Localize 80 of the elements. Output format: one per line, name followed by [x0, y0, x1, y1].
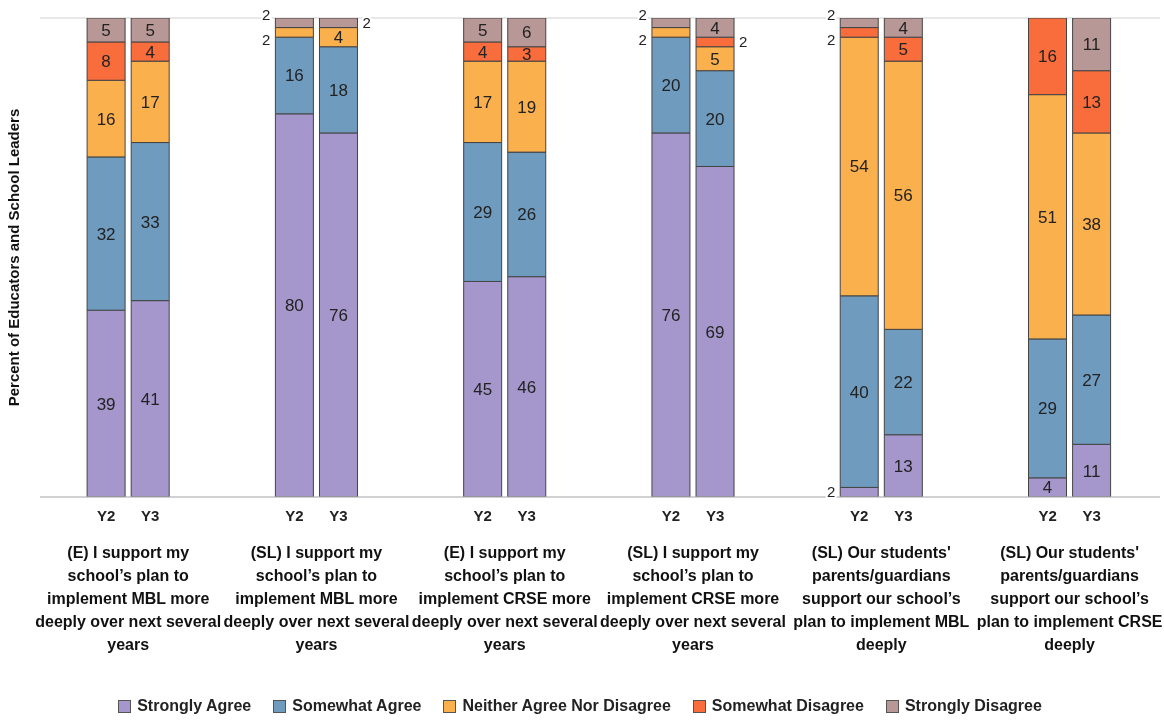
- data-label: 29: [473, 202, 493, 222]
- text: (E) I support my school’s plan to implement CRSE more deeply over next several years: [410, 543, 599, 655]
- data-label: 54: [849, 157, 869, 177]
- data-label: 51: [1038, 207, 1057, 227]
- data-label: 18: [329, 80, 348, 100]
- data-label: 22: [893, 373, 913, 393]
- data-label: 16: [284, 66, 304, 86]
- data-label: 20: [661, 76, 681, 96]
- data-label: 13: [1082, 92, 1102, 112]
- data-label: 4: [710, 18, 720, 38]
- data-label: 17: [473, 92, 493, 112]
- legend-label: Somewhat Disagree: [710, 697, 864, 715]
- legend-label: Strongly Disagree: [903, 697, 1042, 715]
- data-label: 6: [522, 23, 532, 43]
- text: (SL) I support my school’s plan to implement MBL more deeply over next several years: [222, 543, 411, 655]
- data-label: 38: [1082, 214, 1102, 234]
- data-label: 41: [140, 389, 160, 409]
- data-label: 2: [826, 5, 836, 23]
- data-label: 4: [145, 42, 155, 62]
- data-label: 4: [333, 28, 344, 48]
- x-tick-label: Y3: [894, 507, 913, 524]
- x-tick-label: Y2: [96, 507, 116, 524]
- data-label: 33: [140, 212, 160, 232]
- data-label: 13: [893, 456, 913, 476]
- data-label: 39: [96, 394, 116, 414]
- data-label: 8: [101, 52, 111, 72]
- x-tick-label: Y2: [850, 507, 869, 524]
- data-label: 32: [96, 224, 116, 244]
- data-label: 4: [1042, 478, 1053, 498]
- data-label: 5: [898, 40, 909, 60]
- data-label: 11: [1082, 35, 1101, 55]
- data-label: 5: [710, 49, 720, 69]
- y-axis-title: Percent of Educators and School Leaders: [5, 108, 23, 407]
- data-label: 56: [893, 186, 913, 206]
- data-label: 2: [826, 483, 836, 501]
- legend-label: Neither Agree Nor Disagree: [461, 697, 671, 715]
- x-tick-label: Y2: [473, 507, 492, 524]
- data-label: 46: [517, 377, 537, 397]
- data-label: 2: [826, 31, 836, 49]
- data-label: 16: [96, 109, 116, 129]
- text: (SL) I support my school’s plan to implement CRSE more deeply over next several years: [599, 543, 787, 655]
- x-tick-label: Y3: [329, 507, 348, 524]
- data-label: 2: [362, 13, 371, 31]
- data-label: 16: [1038, 47, 1057, 67]
- x-tick-label: Y3: [517, 507, 536, 524]
- text: (SL) Our students' parents/guardians support our school’s plan to implement CRSE deeply: [975, 543, 1164, 655]
- legend-label: Strongly Agree: [136, 697, 252, 715]
- data-label: 45: [473, 380, 493, 400]
- data-label: 69: [705, 322, 725, 342]
- x-tick-label: Y3: [705, 507, 725, 524]
- data-label: 2: [638, 5, 647, 23]
- data-label: 11: [1082, 461, 1101, 481]
- data-label: 3: [522, 44, 532, 64]
- data-label: 5: [477, 20, 488, 40]
- data-label: 19: [517, 97, 537, 117]
- text: (E) I support my school’s plan to implement MBL more deeply over next several years: [34, 543, 223, 655]
- data-label: 4: [477, 42, 488, 62]
- data-label: 76: [661, 305, 681, 325]
- data-label: 17: [140, 92, 160, 112]
- data-label: 29: [1038, 399, 1057, 419]
- legend-label: Somewhat Agree: [291, 697, 422, 715]
- x-tick-label: Y2: [285, 507, 304, 524]
- data-label: 5: [101, 20, 111, 40]
- x-tick-label: Y2: [661, 507, 681, 524]
- data-label: 40: [849, 382, 869, 402]
- data-label: 76: [329, 305, 348, 325]
- text: (SL) Our students' parents/guardians support our school’s plan to implement MBL deeply: [792, 543, 971, 655]
- data-label: 2: [739, 32, 748, 50]
- data-label: 4: [898, 18, 909, 38]
- data-label: 27: [1082, 370, 1102, 390]
- data-label: 80: [284, 296, 304, 316]
- data-label: 20: [705, 109, 725, 129]
- x-tick-label: Y3: [141, 507, 160, 524]
- data-label: 2: [638, 31, 647, 49]
- data-label: 2: [262, 31, 271, 49]
- x-tick-label: Y2: [1038, 507, 1057, 524]
- data-label: 2: [262, 5, 271, 23]
- data-label: 26: [517, 205, 537, 225]
- x-tick-label: Y3: [1082, 507, 1101, 524]
- data-label: 5: [145, 20, 155, 40]
